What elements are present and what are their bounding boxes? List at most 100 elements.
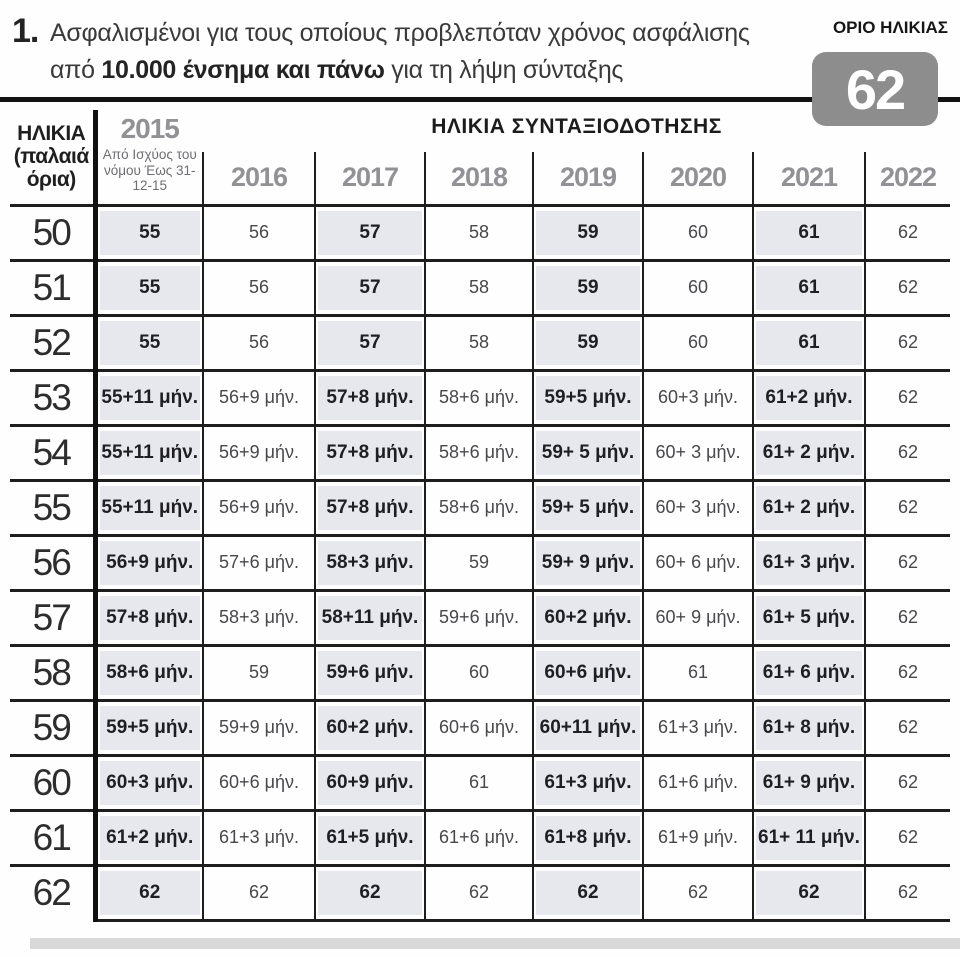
column-header-2019: 2019 — [532, 152, 643, 207]
age-cell: 61 — [10, 810, 95, 867]
value-cell-2015: 55+11 μήν. — [92, 370, 203, 427]
age-cell: 54 — [10, 425, 95, 482]
value-cell-content: 62 — [898, 222, 919, 242]
age-cell: 51 — [10, 260, 95, 317]
table-row-age-52: 52 55 56 57 58 59 60 61 62 — [10, 315, 951, 372]
value-cell-content: 56+9 μήν. — [219, 442, 299, 462]
value-cell-2015: 55 — [92, 205, 203, 262]
value-cell-content: 61+ 11 μήν. — [756, 815, 862, 860]
table-row-age-53: 53 55+11 μήν. 56+9 μήν. 57+8 μήν. 58+6 μήν. 5… — [10, 370, 951, 427]
value-cell-content: 62 — [898, 387, 919, 407]
value-cell-2022: 62 — [863, 700, 951, 757]
value-cell-2020: 62 — [642, 865, 753, 922]
value-cell-2018: 59 — [424, 535, 533, 592]
value-cell-content: 62 — [898, 827, 919, 847]
value-cell-content: 59+ 5 μήν. — [536, 430, 640, 475]
value-cell-2017: 57+8 μήν. — [314, 370, 425, 427]
value-cell-2020: 61+3 μήν. — [642, 700, 753, 757]
value-cell-2018: 60 — [424, 645, 533, 702]
value-cell-2017: 59+6 μήν. — [314, 645, 425, 702]
value-cell-content: 62 — [248, 882, 270, 902]
value-cell-content: 56 — [248, 332, 270, 352]
value-cell-2016: 56 — [202, 315, 315, 372]
table-row-age-58: 58 58+6 μήν. 59 59+6 μήν. 60 60+6 μήν. 61 61+ 6… — [10, 645, 951, 702]
value-cell-content: 58+11 μήν. — [318, 595, 422, 640]
value-cell-2022: 62 — [863, 865, 951, 922]
value-cell-2018: 58 — [424, 260, 533, 317]
value-cell-2016: 57+6 μήν. — [202, 535, 315, 592]
value-cell-content: 60+ 3 μήν. — [655, 442, 741, 462]
value-cell-2017: 57+8 μήν. — [314, 425, 425, 482]
value-cell-content: 62 — [898, 607, 919, 627]
value-cell-2017: 57 — [314, 205, 425, 262]
value-cell-content: 59+ 9 μήν. — [536, 540, 640, 585]
value-cell-2020: 60+ 9 μήν. — [642, 590, 753, 647]
value-cell-content: 58+6 μήν. — [439, 387, 519, 407]
value-cell-content: 56+9 μήν. — [219, 387, 299, 407]
value-cell-content: 61 — [687, 662, 709, 682]
value-cell-2018: 60+6 μήν. — [424, 700, 533, 757]
value-cell-content: 55 — [99, 320, 200, 365]
column-header-2020: 2020 — [642, 152, 753, 207]
value-cell-content: 58+6 μήν. — [439, 442, 519, 462]
value-cell-content: 59+5 μήν. — [536, 375, 640, 420]
value-cell-content: 62 — [536, 870, 640, 915]
value-cell-2021: 61 — [752, 205, 865, 262]
value-cell-2016: 56 — [202, 205, 315, 262]
age-cell: 58 — [10, 645, 95, 702]
value-cell-2016: 61+3 μήν. — [202, 810, 315, 867]
value-cell-content: 61+ 3 μήν. — [756, 540, 862, 585]
value-cell-content: 60+6 μήν. — [219, 772, 299, 792]
value-cell-content: 60 — [468, 662, 490, 682]
value-cell-2015: 59+5 μήν. — [92, 700, 203, 757]
value-cell-content: 60+3 μήν. — [658, 387, 738, 407]
value-cell-content: 56+9 μήν. — [219, 497, 299, 517]
age-cell: 50 — [10, 205, 95, 262]
value-cell-2019: 59+ 5 μήν. — [532, 425, 643, 482]
value-cell-content: 60+2 μήν. — [536, 595, 640, 640]
value-cell-2016: 59 — [202, 645, 315, 702]
column-header-2015-note: Από Ισχύος του νόμου Έως 31-12-15 — [102, 147, 197, 194]
value-cell-2022: 62 — [863, 535, 951, 592]
value-cell-content: 62 — [468, 882, 490, 902]
age-limit-value-box: 62 — [812, 52, 938, 126]
value-cell-content: 58 — [468, 222, 490, 242]
value-cell-content: 58+6 μήν. — [99, 650, 200, 695]
value-cell-content: 55 — [99, 265, 200, 310]
value-cell-content: 62 — [898, 552, 919, 572]
value-cell-content: 62 — [898, 882, 919, 902]
value-cell-2022: 62 — [863, 315, 951, 372]
value-cell-content: 62 — [898, 332, 919, 352]
value-cell-2019: 59 — [532, 260, 643, 317]
value-cell-content: 55+11 μήν. — [99, 485, 200, 530]
value-cell-2022: 62 — [863, 810, 951, 867]
table-row-age-61: 61 61+2 μήν. 61+3 μήν. 61+5 μήν. 61+6 μήν. 61… — [10, 810, 951, 867]
value-cell-content: 59+6 μήν. — [439, 607, 519, 627]
value-cell-2021: 61+ 11 μήν. — [752, 810, 865, 867]
value-cell-2019: 59+ 9 μήν. — [532, 535, 643, 592]
retirement-age-span-header: ΗΛΙΚΙΑ ΣΥΝΤΑΞΙΟΔΟΤΗΣΗΣ — [431, 115, 722, 138]
value-cell-2022: 62 — [863, 590, 951, 647]
value-cell-2020: 61+6 μήν. — [642, 755, 753, 812]
age-column-header-line3: όρια) — [26, 168, 77, 192]
value-cell-content: 61 — [756, 320, 862, 365]
value-cell-2020: 61 — [642, 645, 753, 702]
value-cell-2017: 61+5 μήν. — [314, 810, 425, 867]
value-cell-2021: 61+ 9 μήν. — [752, 755, 865, 812]
value-cell-content: 60+2 μήν. — [318, 705, 422, 750]
value-cell-content: 57+6 μήν. — [219, 552, 299, 572]
value-cell-content: 60 — [687, 222, 709, 242]
value-cell-2015: 61+2 μήν. — [92, 810, 203, 867]
title-line1: Ασφαλισμένοι για τους οποίους προβλεπότα… — [50, 19, 750, 47]
age-cell: 60 — [10, 755, 95, 812]
title-number: 1. — [12, 12, 39, 50]
table-body: 50 55 56 57 58 59 60 61 62 51 55 56 57 58 59 60 61 62 52 55… — [10, 205, 951, 922]
value-cell-content: 59 — [536, 210, 640, 255]
value-cell-2022: 62 — [863, 755, 951, 812]
value-cell-content: 58 — [468, 277, 490, 297]
age-column-header-line2: (παλαιά — [13, 145, 89, 169]
table-row-age-60: 60 60+3 μήν. 60+6 μήν. 60+9 μήν. 61 61+3 μήν.… — [10, 755, 951, 812]
table-row-age-59: 59 59+5 μήν. 59+9 μήν. 60+2 μήν. 60+6 μήν. 60… — [10, 700, 951, 757]
title-line2-prefix: από — [50, 56, 102, 84]
title-line2: από 10.000 ένσημα και πάνω για τη λήψη σ… — [50, 52, 810, 89]
